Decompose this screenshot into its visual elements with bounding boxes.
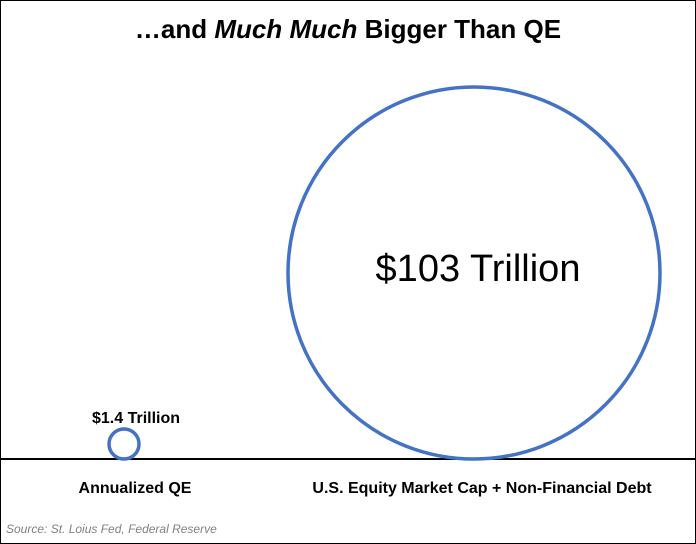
category-label-equity-plus-debt: U.S. Equity Market Cap + Non-Financial D… xyxy=(312,480,652,497)
title-prefix: …and xyxy=(134,14,215,44)
title-emphasis: Much Much xyxy=(214,14,358,44)
value-label-annualized-qe: $1.4 Trillion xyxy=(92,410,180,427)
category-label-annualized-qe: Annualized QE xyxy=(79,480,192,497)
value-label-equity-plus-debt: $103 Trillion xyxy=(376,248,581,290)
bubble-equity-plus-debt xyxy=(286,85,662,461)
bubble-annualized-qe xyxy=(107,427,141,461)
title-suffix: Bigger Than QE xyxy=(357,14,562,44)
source-note: Source: St. Loius Fed, Federal Reserve xyxy=(6,522,217,536)
chart-title: …and Much Much Bigger Than QE xyxy=(0,14,696,45)
